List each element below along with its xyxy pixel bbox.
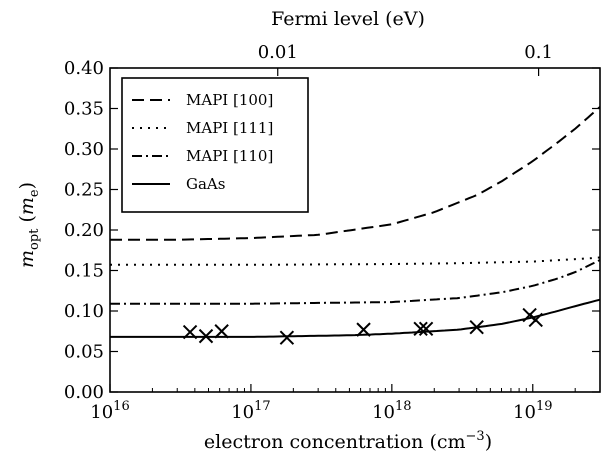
x-tick-label-base: 10 bbox=[372, 402, 395, 423]
x-tick-label-exponent: 17 bbox=[254, 399, 271, 414]
legend: MAPI [100] MAPI [111] MAPI [110] GaAs bbox=[121, 77, 309, 213]
top-tick-label: 0.1 bbox=[524, 42, 553, 63]
y-tick-label: 0.25 bbox=[64, 180, 104, 201]
series-line-0 bbox=[110, 106, 600, 241]
y-axis-title-unit-open: ( bbox=[16, 215, 38, 228]
x-axis-title: electron concentration (cm−3) bbox=[204, 429, 492, 453]
y-tick-label: 0.15 bbox=[64, 261, 104, 282]
x-tick-label-exponent: 16 bbox=[113, 399, 130, 414]
x-tick-label-base: 10 bbox=[231, 402, 254, 423]
data-point-marker bbox=[469, 319, 484, 335]
series-line-2 bbox=[110, 259, 600, 305]
y-tick-label: 0.35 bbox=[64, 99, 104, 120]
axis-ticks: 0.000.050.100.150.200.250.300.350.401016… bbox=[64, 42, 601, 423]
y-axis-title-unit-subscript: e bbox=[27, 189, 42, 197]
y-tick-label: 0.00 bbox=[64, 382, 104, 403]
y-axis-title-subscript: opt bbox=[27, 228, 42, 250]
top-tick-label: 0.01 bbox=[258, 42, 298, 63]
y-tick-label: 0.10 bbox=[64, 301, 104, 322]
data-point-marker bbox=[214, 324, 229, 339]
x-tick-label: 1016 bbox=[90, 399, 129, 423]
y-axis-title-unit-symbol: m bbox=[16, 197, 38, 215]
x-axis-title-tail: ) bbox=[485, 431, 492, 453]
x-tick-label: 1019 bbox=[513, 399, 552, 423]
y-tick-label: 0.30 bbox=[64, 139, 104, 160]
legend-label: MAPI [100] bbox=[186, 91, 273, 109]
y-tick-label: 0.05 bbox=[64, 342, 104, 363]
x-tick-label-exponent: 19 bbox=[536, 399, 553, 414]
y-axis-title-symbol: m bbox=[16, 250, 38, 268]
data-point-marker bbox=[413, 321, 428, 337]
x-tick-label-base: 10 bbox=[90, 402, 113, 423]
top-axis-title: Fermi level (eV) bbox=[271, 8, 425, 30]
y-tick-label: 0.20 bbox=[64, 220, 104, 241]
legend-label: MAPI [110] bbox=[186, 147, 273, 165]
series-line-3 bbox=[110, 298, 600, 338]
y-axis-title-unit-close: ) bbox=[16, 182, 38, 189]
x-axis-title-exponent: −3 bbox=[466, 429, 485, 444]
data-point-marker bbox=[418, 321, 434, 337]
data-point-marker bbox=[198, 328, 214, 344]
x-axis-title-main: electron concentration (cm bbox=[204, 431, 466, 453]
data-point-marker bbox=[182, 324, 198, 340]
data-point-marker bbox=[528, 312, 543, 328]
legend-label: GaAs bbox=[186, 175, 225, 193]
legend-label: MAPI [111] bbox=[186, 119, 273, 137]
y-axis-title: mopt (me) bbox=[16, 182, 42, 268]
x-tick-label-exponent: 18 bbox=[395, 399, 412, 414]
data-point-marker bbox=[356, 322, 371, 337]
plot-area bbox=[110, 106, 600, 345]
data-point-marker bbox=[279, 330, 295, 345]
series-line-1 bbox=[110, 256, 600, 266]
x-tick-label: 1018 bbox=[372, 399, 411, 423]
x-tick-label: 1017 bbox=[231, 399, 270, 423]
x-tick-label-base: 10 bbox=[513, 402, 536, 423]
y-tick-label: 0.40 bbox=[64, 58, 104, 79]
